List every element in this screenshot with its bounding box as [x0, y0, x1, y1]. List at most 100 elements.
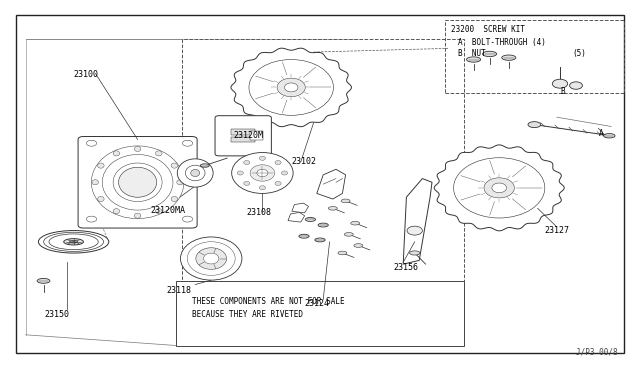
Text: 23124: 23124	[304, 299, 329, 308]
Ellipse shape	[70, 241, 77, 243]
Ellipse shape	[86, 140, 97, 146]
Text: J/P3 00/8: J/P3 00/8	[576, 347, 618, 356]
Ellipse shape	[328, 206, 337, 210]
Text: 23120M: 23120M	[234, 131, 264, 140]
Ellipse shape	[182, 140, 193, 146]
Ellipse shape	[552, 79, 568, 88]
Ellipse shape	[604, 134, 615, 138]
Ellipse shape	[49, 234, 99, 250]
Ellipse shape	[171, 196, 178, 202]
Ellipse shape	[177, 159, 213, 187]
Ellipse shape	[156, 151, 162, 156]
Text: A  BOLT-THROUGH (4): A BOLT-THROUGH (4)	[458, 38, 545, 47]
Ellipse shape	[570, 82, 582, 89]
Ellipse shape	[177, 180, 183, 185]
Ellipse shape	[282, 171, 287, 175]
Text: 23127: 23127	[544, 226, 569, 235]
Ellipse shape	[44, 232, 104, 251]
Text: 23156: 23156	[394, 263, 419, 272]
Text: 23200  SCREW KIT: 23200 SCREW KIT	[451, 25, 525, 34]
Ellipse shape	[92, 180, 99, 185]
Text: 23120MA: 23120MA	[150, 206, 186, 215]
Ellipse shape	[118, 167, 157, 197]
Bar	[176, 281, 464, 346]
Text: 23108: 23108	[246, 208, 271, 217]
Text: 23118: 23118	[166, 286, 191, 295]
Ellipse shape	[97, 196, 104, 202]
Ellipse shape	[315, 238, 325, 242]
Ellipse shape	[244, 160, 250, 164]
Ellipse shape	[37, 278, 50, 283]
Bar	[231, 137, 255, 142]
Ellipse shape	[92, 146, 184, 219]
Ellipse shape	[259, 186, 266, 190]
Ellipse shape	[244, 182, 250, 186]
Ellipse shape	[275, 182, 281, 186]
Text: 23150: 23150	[45, 310, 70, 319]
Ellipse shape	[341, 199, 350, 203]
Ellipse shape	[502, 55, 516, 60]
Ellipse shape	[113, 151, 120, 156]
Ellipse shape	[305, 218, 316, 221]
Ellipse shape	[249, 60, 333, 115]
Ellipse shape	[250, 165, 275, 181]
Ellipse shape	[97, 163, 104, 168]
Ellipse shape	[259, 156, 266, 160]
Ellipse shape	[86, 216, 97, 222]
Ellipse shape	[113, 209, 120, 214]
Ellipse shape	[299, 234, 309, 238]
Polygon shape	[292, 203, 308, 213]
Ellipse shape	[410, 251, 420, 255]
Bar	[231, 129, 255, 135]
Ellipse shape	[113, 163, 162, 202]
Ellipse shape	[318, 223, 328, 227]
Ellipse shape	[237, 171, 243, 175]
Bar	[182, 39, 464, 346]
Ellipse shape	[528, 122, 541, 128]
Text: THESE COMPONENTS ARE NOT FOR SALE: THESE COMPONENTS ARE NOT FOR SALE	[192, 297, 344, 306]
Ellipse shape	[275, 160, 281, 164]
Ellipse shape	[232, 153, 293, 193]
Ellipse shape	[196, 248, 227, 269]
Ellipse shape	[338, 251, 347, 255]
Ellipse shape	[180, 237, 242, 280]
Ellipse shape	[484, 178, 515, 198]
Ellipse shape	[134, 146, 141, 151]
Ellipse shape	[492, 183, 506, 193]
Ellipse shape	[344, 232, 353, 236]
Ellipse shape	[182, 216, 193, 222]
Polygon shape	[434, 145, 564, 231]
Polygon shape	[403, 179, 432, 264]
Ellipse shape	[64, 239, 83, 245]
Text: B  NUT: B NUT	[458, 49, 485, 58]
Bar	[250, 131, 262, 140]
Ellipse shape	[171, 163, 178, 168]
Polygon shape	[317, 169, 346, 199]
Ellipse shape	[354, 244, 363, 247]
Ellipse shape	[454, 158, 545, 218]
Ellipse shape	[134, 213, 141, 218]
Ellipse shape	[191, 170, 200, 177]
Polygon shape	[231, 48, 351, 127]
Ellipse shape	[483, 51, 497, 57]
Text: A: A	[598, 129, 603, 138]
Ellipse shape	[200, 164, 209, 167]
Polygon shape	[288, 212, 305, 222]
Ellipse shape	[156, 209, 162, 214]
Ellipse shape	[204, 253, 219, 264]
Text: (5): (5)	[573, 49, 587, 58]
Ellipse shape	[102, 154, 173, 210]
Ellipse shape	[467, 57, 481, 62]
Ellipse shape	[188, 242, 235, 275]
Ellipse shape	[284, 83, 298, 92]
Ellipse shape	[38, 231, 109, 253]
Ellipse shape	[186, 165, 205, 181]
Ellipse shape	[277, 78, 305, 97]
Ellipse shape	[351, 221, 360, 225]
FancyBboxPatch shape	[78, 137, 197, 228]
Text: BECAUSE THEY ARE RIVETED: BECAUSE THEY ARE RIVETED	[192, 310, 303, 319]
Ellipse shape	[257, 169, 268, 177]
FancyBboxPatch shape	[215, 116, 271, 156]
Ellipse shape	[407, 226, 422, 235]
Text: 23102: 23102	[291, 157, 316, 166]
